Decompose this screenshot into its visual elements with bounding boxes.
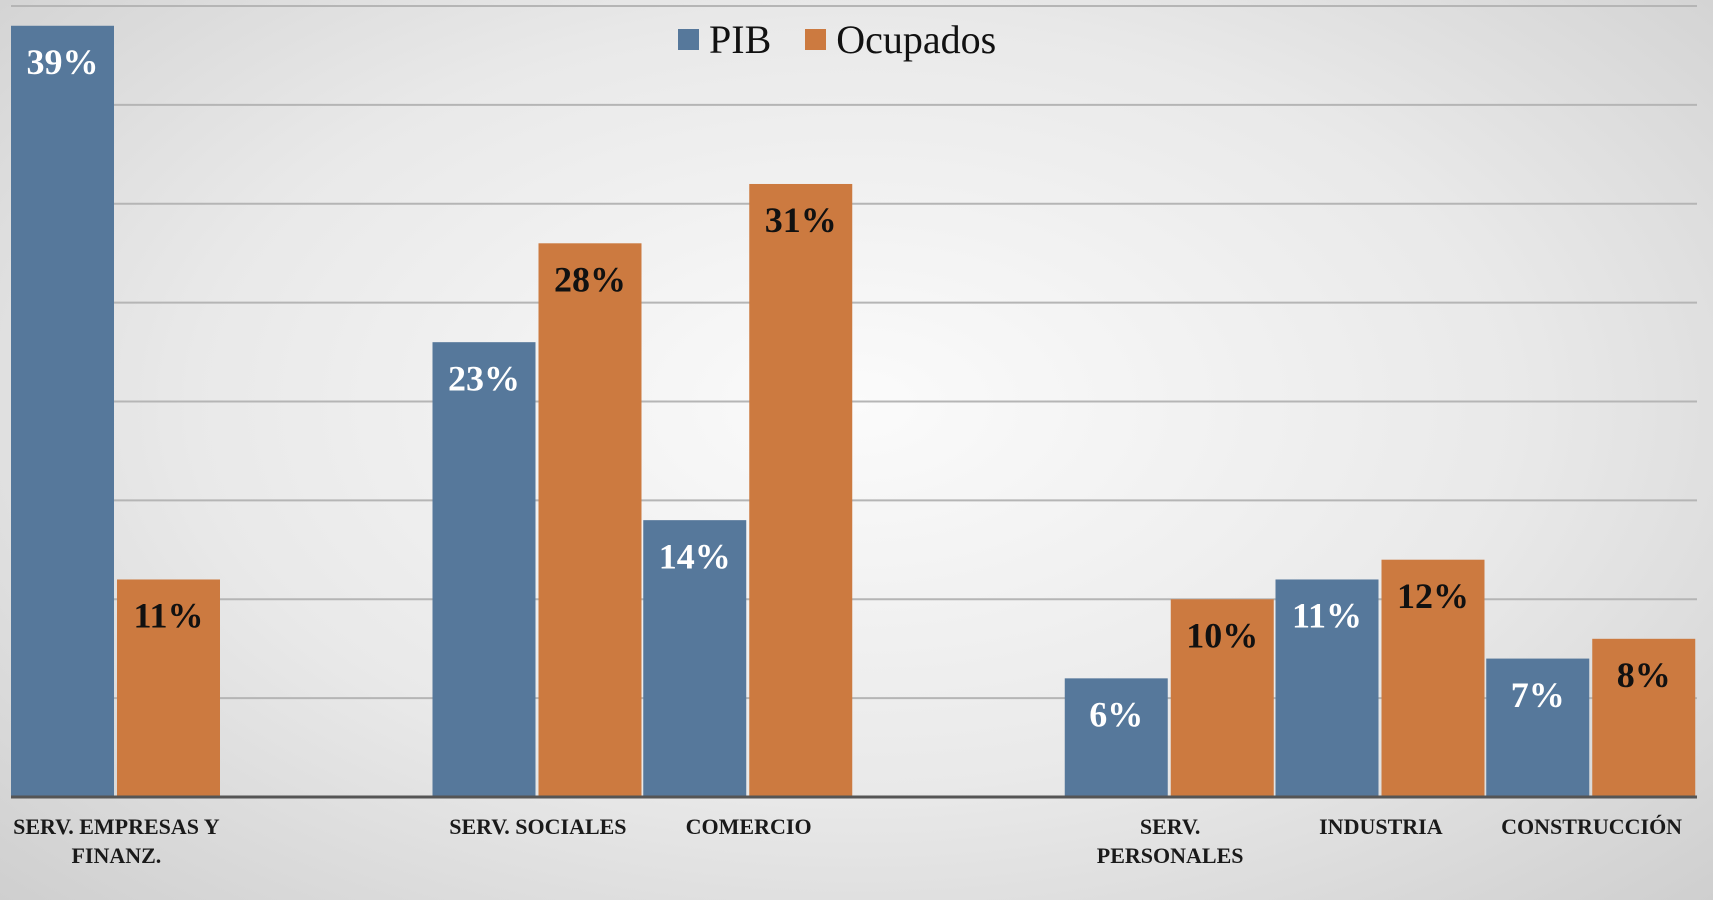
bar <box>1486 658 1590 797</box>
data-label: 23% <box>448 358 520 398</box>
x-tick-label: INDUSTRIA <box>1319 814 1443 839</box>
legend-label: Ocupados <box>836 17 997 62</box>
bar <box>1592 638 1696 797</box>
bar <box>432 342 536 797</box>
bar <box>749 183 853 798</box>
legend-item: Ocupados <box>805 16 996 63</box>
bar <box>643 520 747 797</box>
bar <box>1170 599 1274 797</box>
x-tick-label: CONSTRUCCIÓN <box>1501 814 1683 839</box>
bar <box>1064 678 1168 797</box>
bar <box>11 25 114 797</box>
data-label: 39% <box>27 42 99 82</box>
data-label: 12% <box>1397 576 1469 616</box>
x-tick-label: COMERCIO <box>685 814 812 839</box>
data-label: 28% <box>554 260 626 300</box>
legend-item: PIB <box>678 16 771 63</box>
legend-swatch <box>678 29 699 50</box>
x-tick-label: SERV. EMPRESAS Y FINANZ. <box>13 814 220 868</box>
data-label: 11% <box>1292 596 1362 636</box>
data-label: 14% <box>659 536 731 576</box>
legend-label: PIB <box>709 17 772 62</box>
data-label: 8% <box>1617 655 1671 695</box>
data-label: 6% <box>1089 695 1143 735</box>
x-tick-label: SERV. PERSONALES <box>1096 814 1244 868</box>
data-label: 7% <box>1511 675 1565 715</box>
data-label: 11% <box>133 596 203 636</box>
x-tick-label: SERV. SOCIALES <box>449 814 627 839</box>
legend-swatch <box>805 29 827 50</box>
data-label: 31% <box>765 200 837 240</box>
bar <box>1275 579 1379 797</box>
bar <box>538 243 642 798</box>
data-label: 10% <box>1186 616 1258 656</box>
bar <box>117 579 220 797</box>
bar <box>1381 559 1485 797</box>
